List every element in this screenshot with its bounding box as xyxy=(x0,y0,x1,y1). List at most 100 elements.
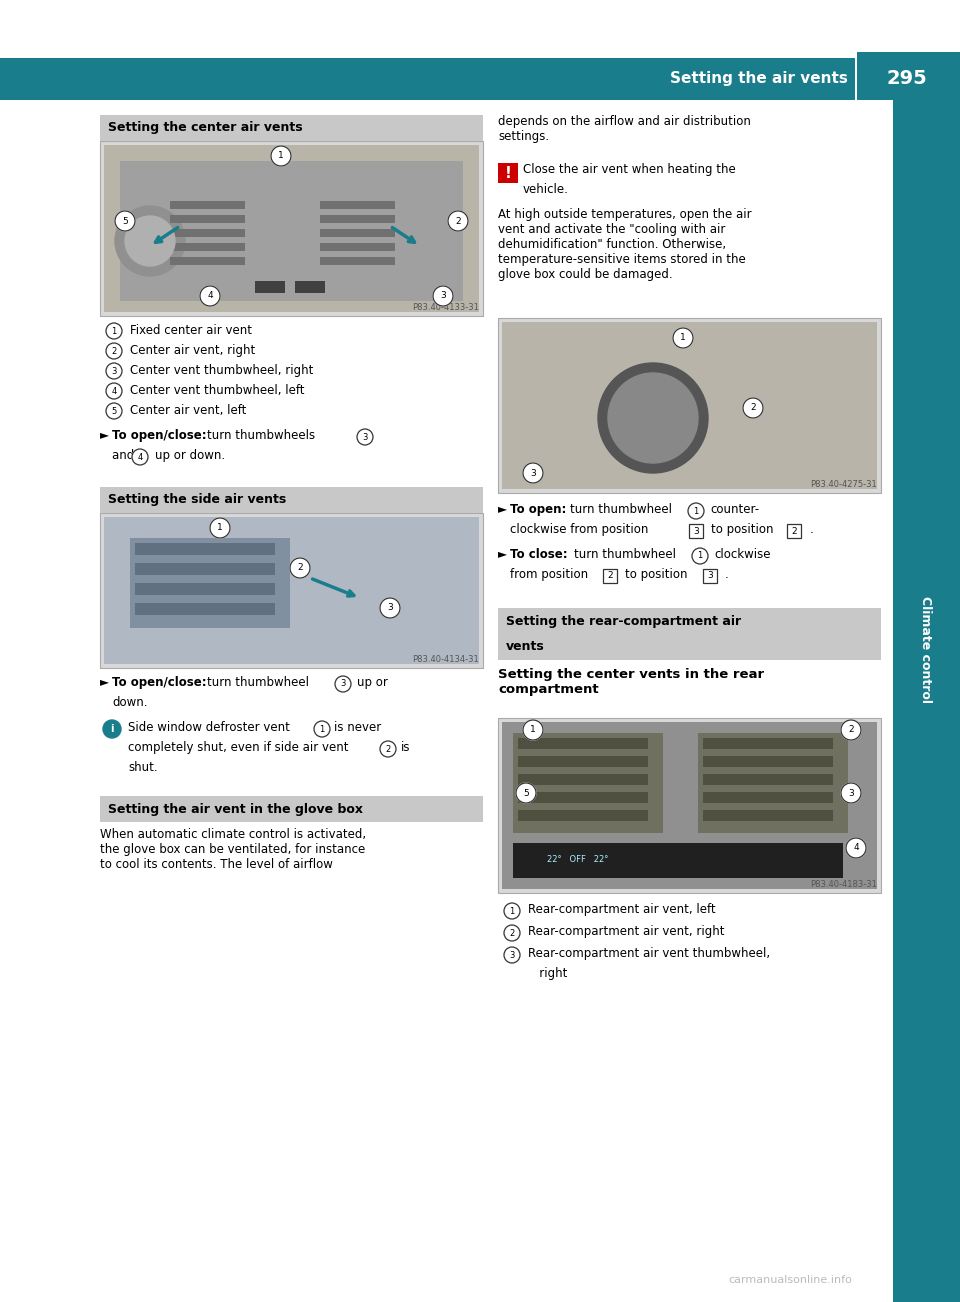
Text: 1: 1 xyxy=(510,906,515,915)
Text: 2: 2 xyxy=(607,572,612,581)
Text: up or down.: up or down. xyxy=(155,449,226,462)
Text: counter-: counter- xyxy=(710,503,759,516)
Text: 4: 4 xyxy=(137,453,143,461)
Text: ►: ► xyxy=(498,548,511,561)
Bar xyxy=(498,163,518,184)
Text: 1: 1 xyxy=(320,724,324,733)
Bar xyxy=(320,229,395,237)
Circle shape xyxy=(106,383,122,398)
Text: 3: 3 xyxy=(693,526,699,535)
Bar xyxy=(320,256,395,266)
Text: vents: vents xyxy=(506,641,544,654)
Text: 2: 2 xyxy=(791,526,797,535)
Circle shape xyxy=(357,428,373,445)
Text: 2: 2 xyxy=(111,346,116,355)
Text: 3: 3 xyxy=(440,292,445,301)
Bar xyxy=(170,215,245,223)
Bar xyxy=(703,773,833,785)
Circle shape xyxy=(523,720,543,740)
Text: Side window defroster vent: Side window defroster vent xyxy=(128,721,294,734)
Bar xyxy=(104,145,479,312)
Bar xyxy=(320,243,395,251)
Text: to position: to position xyxy=(711,523,778,536)
Text: Climate control: Climate control xyxy=(920,596,932,703)
Bar xyxy=(703,756,833,767)
Text: To open/close:: To open/close: xyxy=(112,428,211,441)
Text: 2: 2 xyxy=(455,216,461,225)
Text: 1: 1 xyxy=(111,327,116,336)
Circle shape xyxy=(125,216,175,266)
Bar xyxy=(703,738,833,749)
Bar xyxy=(513,733,663,833)
Text: 4: 4 xyxy=(853,844,859,853)
Bar xyxy=(120,161,463,301)
Text: Setting the center vents in the rear
compartment: Setting the center vents in the rear com… xyxy=(498,668,764,697)
Text: Rear-compartment air vent, left: Rear-compartment air vent, left xyxy=(528,904,715,917)
Bar xyxy=(689,523,703,538)
Text: .: . xyxy=(810,523,814,536)
Text: 1: 1 xyxy=(530,725,536,734)
Bar xyxy=(698,733,848,833)
Text: is never: is never xyxy=(334,721,381,734)
Text: turn thumbwheel: turn thumbwheel xyxy=(207,676,313,689)
Circle shape xyxy=(841,720,861,740)
Circle shape xyxy=(106,323,122,339)
Text: up or: up or xyxy=(357,676,388,689)
Text: 5: 5 xyxy=(523,789,529,798)
Circle shape xyxy=(380,741,396,756)
Circle shape xyxy=(841,783,861,803)
Circle shape xyxy=(115,211,135,230)
Text: 3: 3 xyxy=(530,469,536,478)
Circle shape xyxy=(638,404,668,434)
Bar xyxy=(135,562,275,575)
Circle shape xyxy=(846,838,866,858)
Bar xyxy=(518,810,648,822)
Circle shape xyxy=(115,206,185,276)
Text: P83.40-4134-31: P83.40-4134-31 xyxy=(412,655,479,664)
Bar xyxy=(320,215,395,223)
Circle shape xyxy=(516,783,536,803)
Bar xyxy=(135,543,275,555)
Text: turn thumbwheel: turn thumbwheel xyxy=(574,548,680,561)
Text: Center vent thumbwheel, right: Center vent thumbwheel, right xyxy=(130,365,313,378)
Circle shape xyxy=(673,328,693,348)
Text: Rear-compartment air vent thumbwheel,: Rear-compartment air vent thumbwheel, xyxy=(528,947,770,960)
Text: 2: 2 xyxy=(298,564,302,573)
Text: depends on the airflow and air distribution
settings.: depends on the airflow and air distribut… xyxy=(498,115,751,143)
Circle shape xyxy=(106,404,122,419)
Text: is: is xyxy=(401,741,411,754)
Text: right: right xyxy=(528,967,567,980)
Bar xyxy=(855,52,960,100)
Bar xyxy=(100,141,483,316)
Text: Center air vent, left: Center air vent, left xyxy=(130,404,247,417)
Circle shape xyxy=(688,503,704,519)
Bar xyxy=(502,322,877,490)
Bar xyxy=(787,523,801,538)
Bar xyxy=(703,569,717,583)
Circle shape xyxy=(448,211,468,230)
Circle shape xyxy=(106,363,122,379)
Text: To open/close:: To open/close: xyxy=(112,676,211,689)
Text: 3: 3 xyxy=(708,572,713,581)
Text: 2: 2 xyxy=(849,725,853,734)
Bar xyxy=(130,538,290,628)
Text: Setting the rear-compartment air: Setting the rear-compartment air xyxy=(506,615,741,628)
Text: turn thumbwheel: turn thumbwheel xyxy=(570,503,676,516)
Bar xyxy=(513,842,843,878)
Text: 2: 2 xyxy=(750,404,756,413)
Text: 5: 5 xyxy=(111,406,116,415)
Text: 5: 5 xyxy=(122,216,128,225)
Text: Close the air vent when heating the: Close the air vent when heating the xyxy=(523,163,735,176)
Text: ►: ► xyxy=(100,676,113,689)
Circle shape xyxy=(335,676,351,691)
Circle shape xyxy=(692,548,708,564)
Text: ►: ► xyxy=(498,503,511,516)
Bar xyxy=(603,569,617,583)
Text: 22°   OFF   22°: 22° OFF 22° xyxy=(547,855,609,865)
Text: 3: 3 xyxy=(387,604,393,612)
Text: 1: 1 xyxy=(680,333,685,342)
Text: shut.: shut. xyxy=(128,760,157,773)
Bar xyxy=(0,59,855,100)
Text: and: and xyxy=(112,449,138,462)
Bar xyxy=(498,717,881,893)
